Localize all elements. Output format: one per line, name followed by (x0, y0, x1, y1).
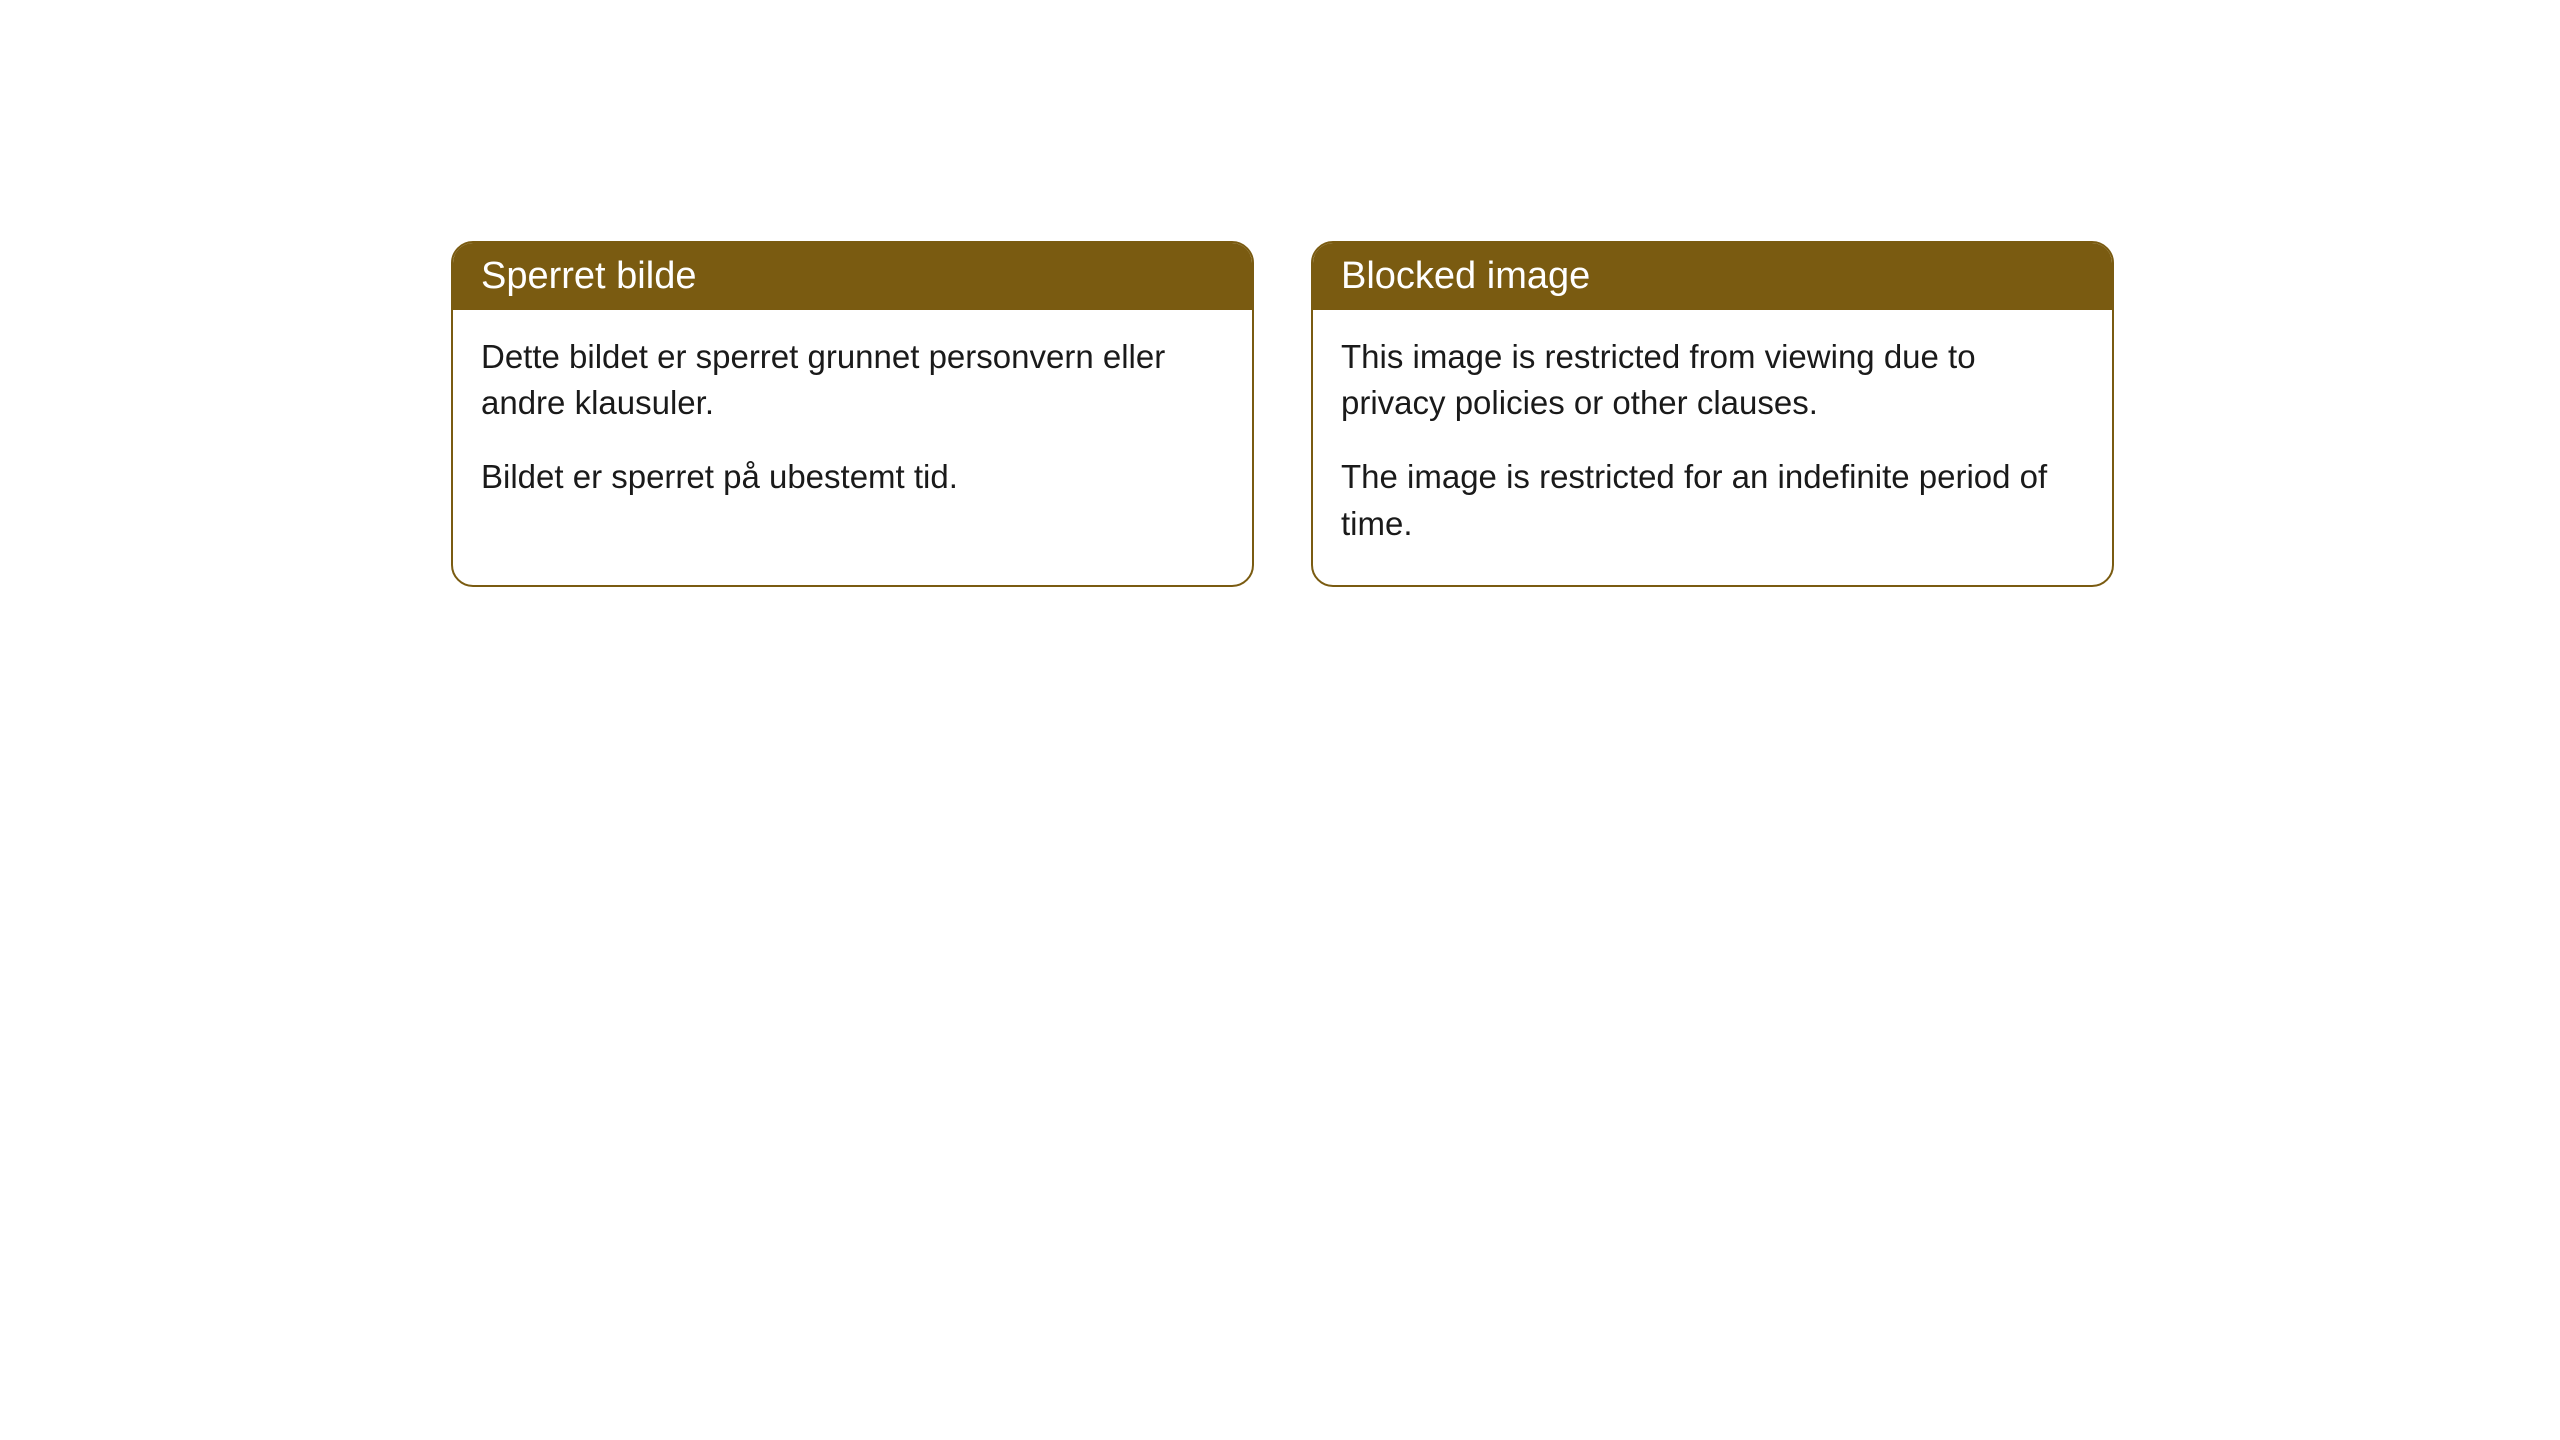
notice-cards-container: Sperret bilde Dette bildet er sperret gr… (451, 241, 2114, 587)
card-title: Blocked image (1341, 255, 1590, 297)
card-body: This image is restricted from viewing du… (1313, 310, 2112, 585)
card-paragraph: This image is restricted from viewing du… (1341, 334, 2084, 426)
blocked-image-card-norwegian: Sperret bilde Dette bildet er sperret gr… (451, 241, 1254, 587)
card-header: Blocked image (1313, 243, 2112, 310)
card-header: Sperret bilde (453, 243, 1252, 310)
card-paragraph: Dette bildet er sperret grunnet personve… (481, 334, 1224, 426)
card-title: Sperret bilde (481, 255, 696, 297)
card-paragraph: The image is restricted for an indefinit… (1341, 454, 2084, 546)
card-body: Dette bildet er sperret grunnet personve… (453, 310, 1252, 539)
card-paragraph: Bildet er sperret på ubestemt tid. (481, 454, 1224, 500)
blocked-image-card-english: Blocked image This image is restricted f… (1311, 241, 2114, 587)
